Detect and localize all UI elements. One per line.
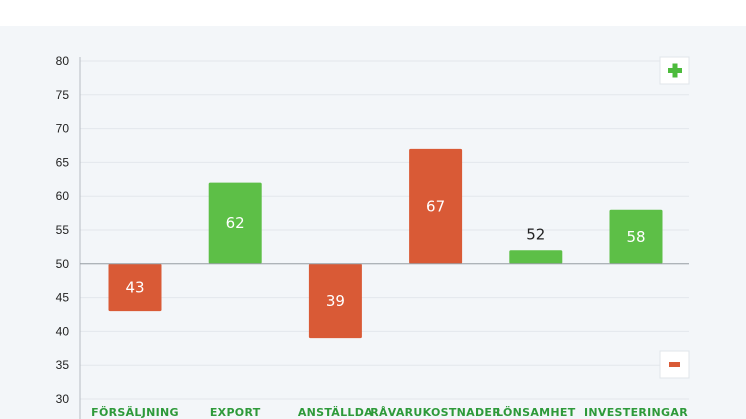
y-tick-label: 75	[56, 88, 70, 102]
minus-legend	[659, 350, 690, 379]
y-tick-label: 70	[56, 122, 70, 136]
y-tick-label: 55	[56, 223, 70, 237]
category-label: ANSTÄLLDA	[298, 405, 373, 419]
y-tick-label: 50	[56, 257, 70, 271]
value-label: 39	[326, 292, 345, 310]
value-label: 62	[226, 214, 245, 232]
y-tick-label: 45	[56, 291, 70, 305]
grid-lines	[80, 60, 689, 400]
bar-3	[308, 263, 362, 339]
value-labels: 43 62 39 67 52 58	[125, 197, 645, 310]
plus-legend	[659, 56, 690, 85]
plus-icon	[668, 63, 682, 78]
bar-5	[509, 250, 563, 264]
bar-6	[609, 209, 663, 264]
bar-2	[208, 182, 262, 264]
category-label: RÅVARUKOSTNADER	[370, 406, 501, 419]
category-label: LÖNSAMHET	[496, 405, 576, 419]
y-tick-label: 60	[56, 189, 70, 203]
bar-4	[409, 148, 463, 264]
y-tick-label: 80	[56, 54, 70, 68]
y-tick-label: 35	[56, 358, 70, 372]
y-axis-ticks: 80 75 70 65 60 55 50 45 40 35 30	[56, 54, 70, 406]
x-axis-categories: FÖRSÄLJNING EXPORT ANSTÄLLDARÅVARUKOSTNADE…	[91, 405, 688, 419]
value-label: 67	[426, 197, 445, 215]
value-label: 52	[526, 225, 545, 243]
category-label: INVESTERINGAR	[584, 406, 688, 419]
minus-icon	[669, 362, 680, 367]
category-label: FÖRSÄLJNING	[91, 405, 179, 419]
category-label: EXPORT	[210, 406, 261, 419]
bar-1	[108, 263, 162, 312]
value-label: 58	[626, 228, 645, 246]
y-tick-label: 30	[56, 392, 70, 406]
value-label: 43	[125, 278, 144, 296]
bars	[108, 148, 663, 339]
y-tick-label: 40	[56, 324, 70, 338]
y-tick-label: 65	[56, 155, 70, 169]
